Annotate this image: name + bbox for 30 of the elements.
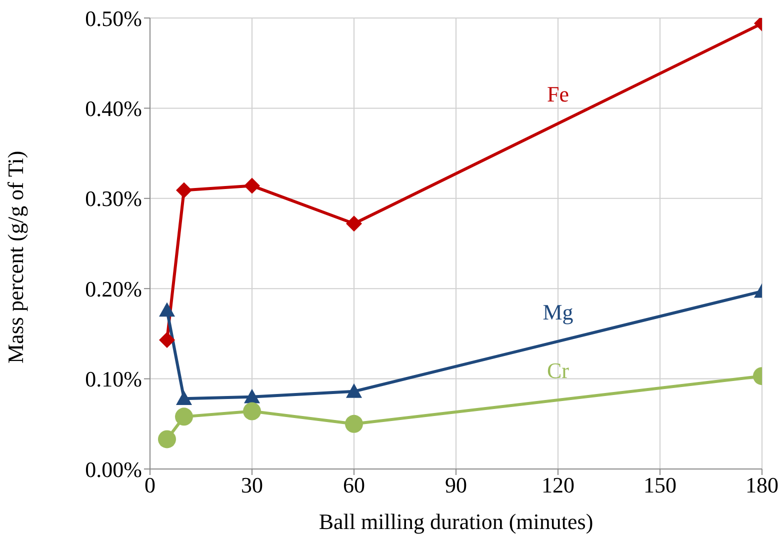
x-tick-label: 30 bbox=[241, 472, 263, 498]
x-tick-label: 150 bbox=[644, 472, 676, 498]
point bbox=[175, 408, 193, 426]
y-tick-label: 0.20% bbox=[85, 276, 142, 302]
x-tick-label: 0 bbox=[144, 472, 156, 498]
x-axis-title: Ball milling duration (minutes) bbox=[318, 509, 594, 534]
point bbox=[159, 302, 175, 317]
y-tick-label: 0.30% bbox=[85, 186, 142, 212]
y-tick-label: 0.40% bbox=[85, 96, 142, 122]
y-tick-label: 0.50% bbox=[85, 6, 142, 31]
point bbox=[159, 332, 175, 348]
y-tick-label: 0.10% bbox=[85, 366, 142, 392]
series-label: Mg bbox=[542, 299, 574, 324]
x-tick-label: 90 bbox=[445, 472, 467, 498]
point bbox=[345, 414, 363, 433]
point bbox=[346, 216, 362, 232]
point bbox=[346, 383, 362, 398]
y-tick-label: 0.00% bbox=[85, 456, 142, 482]
point bbox=[176, 390, 192, 406]
series-label: Cr bbox=[547, 358, 570, 383]
series-label: Fe bbox=[547, 82, 569, 107]
y-axis-title: Mass percent (g/g of Ti) bbox=[2, 150, 28, 364]
point bbox=[244, 178, 260, 194]
x-tick-label: 180 bbox=[746, 472, 778, 498]
point bbox=[244, 388, 260, 404]
point bbox=[176, 182, 192, 198]
x-tick-label: 60 bbox=[343, 472, 365, 498]
point bbox=[243, 402, 261, 420]
point bbox=[158, 430, 176, 448]
x-tick-label: 120 bbox=[542, 472, 574, 498]
